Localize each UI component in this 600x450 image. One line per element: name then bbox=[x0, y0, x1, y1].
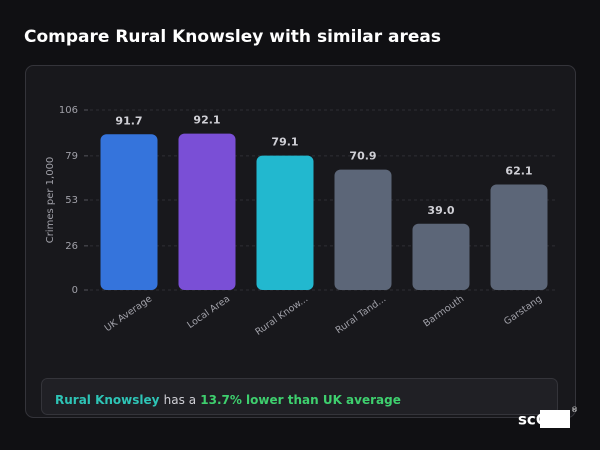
logo-box bbox=[540, 410, 570, 428]
value-label: 91.7 bbox=[115, 114, 142, 127]
note-text: has a bbox=[164, 393, 196, 407]
y-tick-label: 106 bbox=[59, 105, 78, 116]
bar bbox=[178, 133, 236, 290]
bar bbox=[490, 184, 548, 290]
logo: scOS bbox=[518, 411, 559, 429]
note: Rural Knowsley has a 13.7% lower than UK… bbox=[55, 393, 401, 407]
bar bbox=[100, 134, 158, 290]
value-label: 79.1 bbox=[271, 136, 298, 149]
y-axis-label: Crimes per 1,000 bbox=[45, 157, 56, 244]
logo-mark: ® bbox=[571, 406, 578, 414]
value-label: 70.9 bbox=[349, 150, 376, 163]
value-label: 62.1 bbox=[505, 165, 532, 178]
y-tick-label: 79 bbox=[65, 151, 78, 162]
note-highlight: 13.7% lower than UK average bbox=[200, 393, 401, 407]
y-tick-label: 0 bbox=[72, 285, 78, 296]
y-tick-label: 26 bbox=[65, 241, 78, 252]
chart-title: Compare Rural Knowsley with similar area… bbox=[24, 27, 441, 47]
value-label: 92.1 bbox=[193, 114, 220, 127]
value-label: 39.0 bbox=[427, 204, 454, 217]
note-box bbox=[41, 378, 558, 415]
note-area: Rural Knowsley bbox=[55, 393, 160, 407]
bar bbox=[256, 155, 314, 290]
bar bbox=[334, 169, 392, 290]
bar bbox=[412, 223, 470, 290]
y-tick-label: 53 bbox=[65, 195, 78, 206]
